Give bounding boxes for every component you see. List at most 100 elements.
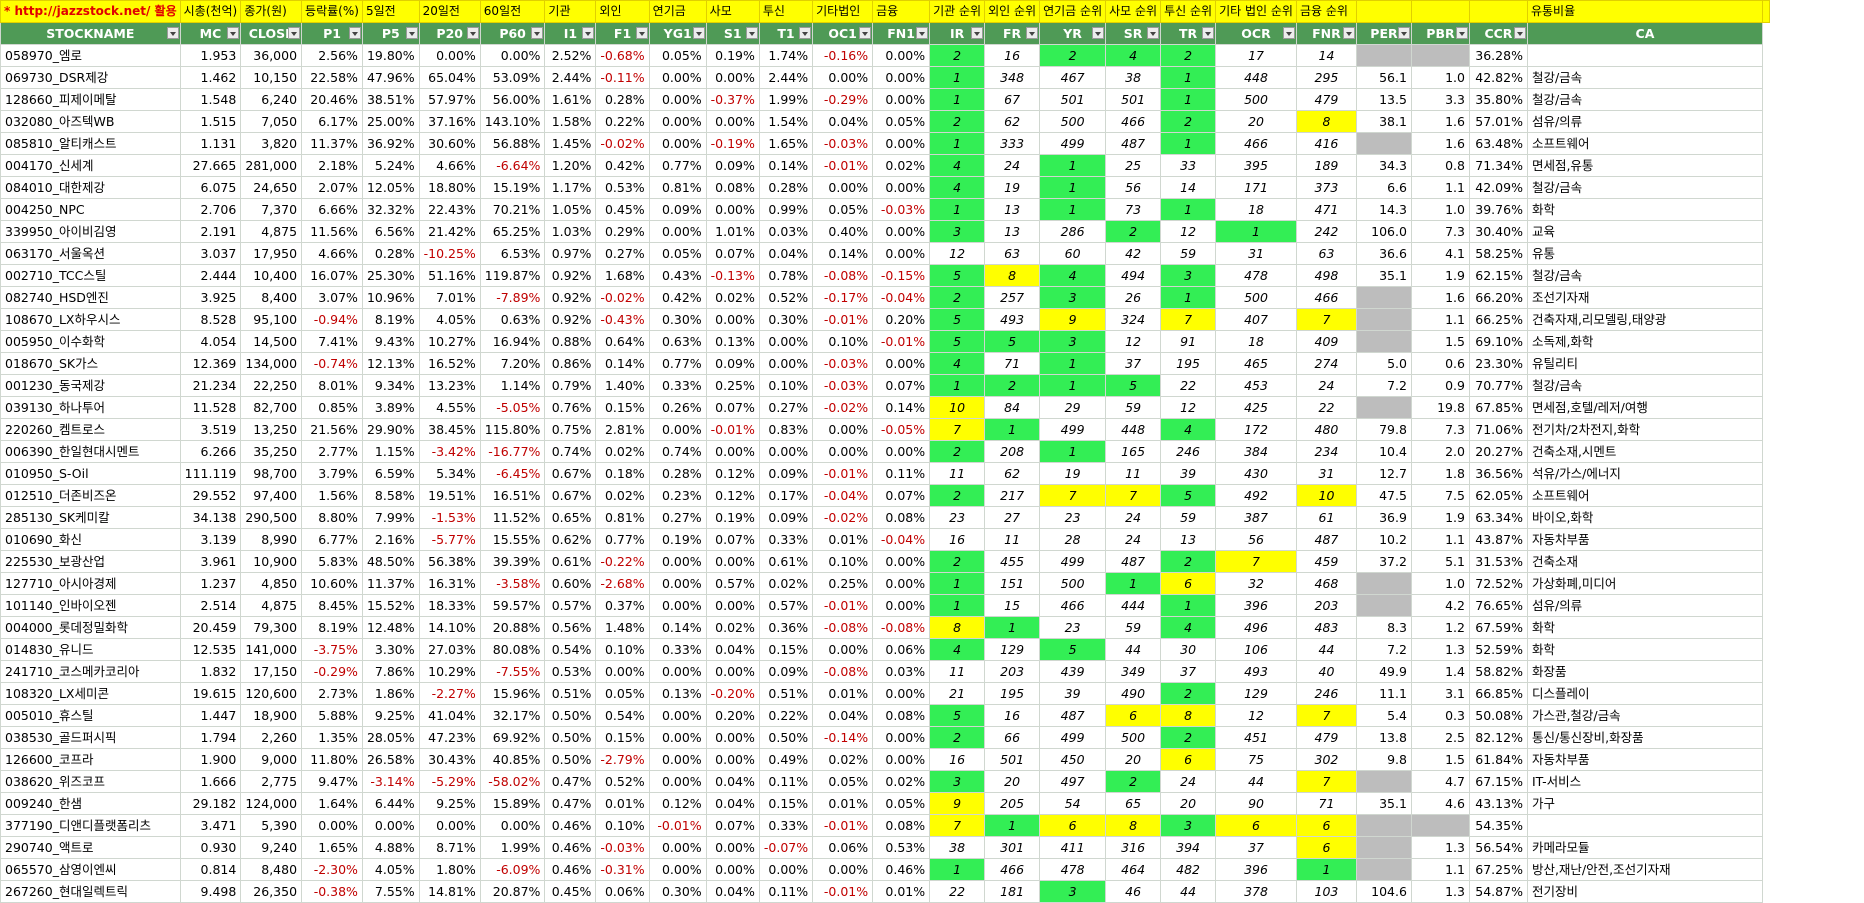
stock-name-cell[interactable]: 127710_아시아경제 (0, 572, 181, 595)
stock-name-cell[interactable]: 014830_유니드 (0, 638, 181, 661)
column-header[interactable]: I1 (544, 22, 597, 45)
stock-name-cell[interactable]: 006390_한일현대시멘트 (0, 440, 181, 463)
table-row[interactable]: 085810_알티캐스트 1.131 3,820 11.37% 36.92% 30.60%… (0, 132, 1770, 155)
filter-dropdown-icon[interactable] (1092, 27, 1105, 39)
filter-dropdown-icon[interactable] (799, 27, 812, 39)
stock-name-cell[interactable]: 058970_엠로 (0, 44, 181, 67)
column-header[interactable]: SR (1105, 22, 1162, 45)
stock-name-cell[interactable]: 001230_동국제강 (0, 374, 181, 397)
stock-name-cell[interactable]: 065570_삼영이엔씨 (0, 858, 181, 881)
table-row[interactable]: 101140_인바이오젠 2.514 4,875 8.45% 15.52% 18.33% 5… (0, 594, 1770, 617)
table-row[interactable]: 005950_이수화학 4.054 14,500 7.41% 9.43% 10.27% 16… (0, 330, 1770, 353)
stock-name-cell[interactable]: 101140_인바이오젠 (0, 594, 181, 617)
filter-dropdown-icon[interactable] (1397, 27, 1410, 39)
table-row[interactable]: 126600_코프라 1.900 9,000 11.80% 26.58% 30.43% 40… (0, 748, 1770, 771)
filter-dropdown-icon[interactable] (916, 27, 929, 39)
stock-name-cell[interactable]: 220260_켐트로스 (0, 418, 181, 441)
table-row[interactable]: 018670_SK가스 12.369 134,000 -0.74% 12.13% 16.5… (0, 352, 1770, 375)
column-header[interactable]: P1 (301, 22, 363, 45)
column-header[interactable]: YR (1039, 22, 1107, 45)
column-header[interactable]: CA (1526, 22, 1763, 45)
table-row[interactable]: 005010_휴스틸 1.447 18,900 5.88% 9.25% 41.04% 32.… (0, 704, 1770, 727)
filter-dropdown-icon[interactable] (635, 27, 648, 39)
column-header[interactable]: T1 (758, 22, 814, 45)
column-header[interactable]: OC1 (812, 22, 874, 45)
stock-name-cell[interactable]: 038620_위즈코프 (0, 770, 181, 793)
table-row[interactable]: 014830_유니드 12.535 141,000 -3.75% 3.30% 27.03%… (0, 638, 1770, 661)
filter-dropdown-icon[interactable] (692, 27, 705, 39)
column-header[interactable]: PER (1355, 22, 1412, 45)
stock-name-cell[interactable]: 038530_골드퍼시픽 (0, 726, 181, 749)
stock-name-cell[interactable]: 126600_코프라 (0, 748, 181, 771)
filter-dropdown-icon[interactable] (1455, 27, 1468, 39)
filter-dropdown-icon[interactable] (1147, 27, 1160, 39)
filter-dropdown-icon[interactable] (531, 27, 544, 39)
stock-name-cell[interactable]: 241710_코스메카코리아 (0, 660, 181, 683)
stock-name-cell[interactable]: 032080_아즈텍WB (0, 110, 181, 133)
column-header[interactable]: MC (179, 22, 242, 45)
stock-name-cell[interactable]: 009240_한샘 (0, 792, 181, 815)
column-header[interactable]: P60 (479, 22, 546, 45)
column-header[interactable]: FNR (1295, 22, 1357, 45)
table-row[interactable]: 267260_현대일렉트릭 9.498 26,350 -0.38% 7.55% 14.81… (0, 880, 1770, 903)
filter-dropdown-icon[interactable] (466, 27, 479, 39)
column-header[interactable]: IR (929, 22, 986, 45)
table-row[interactable]: 010690_화신 3.139 8,990 6.77% 2.16% -5.77% 15.55… (0, 528, 1770, 551)
table-row[interactable]: 004170_신세계 27.665 281,000 2.18% 5.24% 4.66% -6… (0, 154, 1770, 177)
table-row[interactable]: 009240_한샘 29.182 124,000 1.64% 6.44% 9.25% 15.… (0, 792, 1770, 815)
stock-name-cell[interactable]: 085810_알티캐스트 (0, 132, 181, 155)
table-row[interactable]: 128660_피제이메탈 1.548 6,240 20.46% 38.51% 57.97%… (0, 88, 1770, 111)
filter-dropdown-icon[interactable] (405, 27, 418, 39)
table-row[interactable]: 065570_삼영이엔씨 0.814 8,480 -2.30% 4.05% 1.80% -6… (0, 858, 1770, 881)
stock-name-cell[interactable]: 225530_보광산업 (0, 550, 181, 573)
stock-name-cell[interactable]: 339950_아이비김영 (0, 220, 181, 243)
stock-name-cell[interactable]: 004170_신세계 (0, 154, 181, 177)
table-row[interactable]: 032080_아즈텍WB 1.515 7,050 6.17% 25.00% 37.16% 1… (0, 110, 1770, 133)
filter-dropdown-icon[interactable] (348, 27, 361, 39)
column-header[interactable]: TR (1160, 22, 1217, 45)
stock-name-cell[interactable]: 108320_LX세미콘 (0, 682, 181, 705)
table-row[interactable]: 001230_동국제강 21.234 22,250 8.01% 9.34% 13.23% 1… (0, 374, 1770, 397)
column-header[interactable]: CLOSE (240, 22, 303, 45)
stock-name-cell[interactable]: 010690_화신 (0, 528, 181, 551)
stock-name-cell[interactable]: 377190_디앤디플랫폼리츠 (0, 814, 181, 837)
filter-dropdown-icon[interactable] (859, 27, 872, 39)
stock-name-cell[interactable]: 018670_SK가스 (0, 352, 181, 375)
stock-name-cell[interactable]: 004250_NPC (0, 198, 181, 221)
stock-name-cell[interactable]: 039130_하나투어 (0, 396, 181, 419)
filter-dropdown-icon[interactable] (1282, 27, 1295, 39)
table-row[interactable]: 377190_디앤디플랫폼리츠 3.471 5,390 0.00% 0.00% 0.00%… (0, 814, 1770, 837)
filter-dropdown-icon[interactable] (745, 27, 758, 39)
stock-name-cell[interactable]: 285130_SK케미칼 (0, 506, 181, 529)
table-row[interactable]: 084010_대한제강 6.075 24,650 2.07% 12.05% 18.80% 1… (0, 176, 1770, 199)
filter-dropdown-icon[interactable] (1342, 27, 1355, 39)
table-row[interactable]: 082740_HSD엔진 3.925 8,400 3.07% 10.96% 7.01% -7… (0, 286, 1770, 309)
column-header[interactable]: F1 (595, 22, 650, 45)
table-row[interactable]: 006390_한일현대시멘트 6.266 35,250 2.77% 1.15% -3.42… (0, 440, 1770, 463)
stock-name-cell[interactable]: 290740_액트로 (0, 836, 181, 859)
filter-dropdown-icon[interactable] (1026, 27, 1039, 39)
column-header[interactable]: P5 (361, 22, 420, 45)
table-row[interactable]: 002710_TCC스틸 2.444 10,400 16.07% 25.30% 51.16… (0, 264, 1770, 287)
stock-name-cell[interactable]: 267260_현대일렉트릭 (0, 880, 181, 903)
stock-name-cell[interactable]: 005950_이수화학 (0, 330, 181, 353)
table-row[interactable]: 225530_보광산업 3.961 10,900 5.83% 48.50% 56.38% 3… (0, 550, 1770, 573)
filter-dropdown-icon[interactable] (166, 27, 179, 39)
table-row[interactable]: 004250_NPC 2.706 7,370 6.66% 32.32% 22.43% 70.… (0, 198, 1770, 221)
stock-name-cell[interactable]: 082740_HSD엔진 (0, 286, 181, 309)
filter-dropdown-icon[interactable] (227, 27, 240, 39)
table-row[interactable]: 010950_S-Oil 111.119 98,700 3.79% 6.59% 5.34%… (0, 462, 1770, 485)
column-header[interactable]: CCR (1468, 22, 1528, 45)
stock-name-cell[interactable]: 084010_대한제강 (0, 176, 181, 199)
stock-name-cell[interactable]: 010950_S-Oil (0, 462, 181, 485)
table-row[interactable]: 339950_아이비김영 2.191 4,875 11.56% 6.56% 21.42% 6… (0, 220, 1770, 243)
stock-name-cell[interactable]: 012510_더존비즈온 (0, 484, 181, 507)
table-row[interactable]: 058970_엠로 1.953 36,000 2.56% 19.80% 0.00% 0.00… (0, 44, 1770, 67)
table-row[interactable]: 108670_LX하우시스 8.528 95,100 -0.94% 8.19% 4.05%… (0, 308, 1770, 331)
table-row[interactable]: 038530_골드퍼시픽 1.794 2,260 1.35% 28.05% 47.23% 6… (0, 726, 1770, 749)
stock-name-cell[interactable]: 108670_LX하우시스 (0, 308, 181, 331)
table-row[interactable]: 039130_하나투어 11.528 82,700 0.85% 3.89% 4.55% -5… (0, 396, 1770, 419)
column-header[interactable]: OCR (1215, 22, 1297, 45)
stock-name-cell[interactable]: 128660_피제이메탈 (0, 88, 181, 111)
table-row[interactable]: 038620_위즈코프 1.666 2,775 9.47% -3.14% -5.29% -5… (0, 770, 1770, 793)
